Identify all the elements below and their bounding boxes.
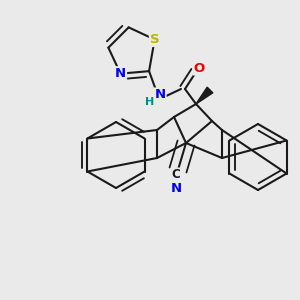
Text: N: N [115,67,126,80]
Text: S: S [150,33,160,46]
Text: C: C [172,169,180,182]
Text: N: N [154,88,166,101]
Text: O: O [194,61,205,74]
Polygon shape [196,87,213,104]
Text: N: N [170,182,182,194]
Text: H: H [146,97,154,107]
